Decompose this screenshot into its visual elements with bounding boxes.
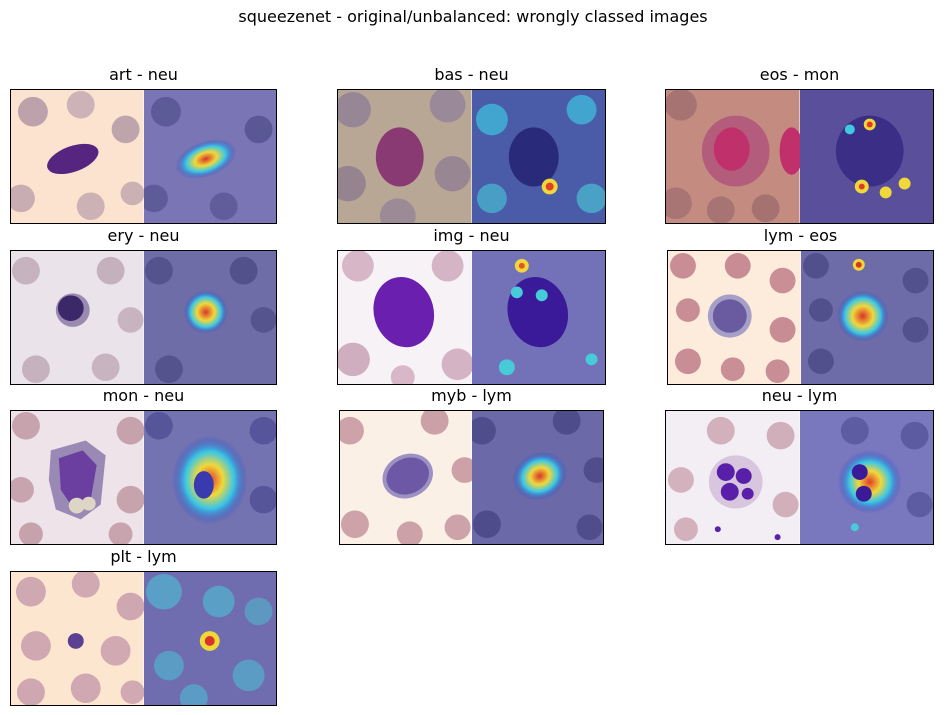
image-frame bbox=[337, 89, 606, 224]
original-image bbox=[340, 411, 472, 544]
panel-myb-lym: myb - lym bbox=[339, 386, 604, 546]
panel-title: lym - eos bbox=[763, 226, 838, 245]
heatmap-overlay-image bbox=[799, 90, 933, 223]
original-image bbox=[666, 90, 800, 223]
panel-title: img - neu bbox=[433, 226, 510, 245]
original-image bbox=[666, 411, 800, 544]
panel-title: mon - neu bbox=[102, 386, 185, 405]
panel-title: myb - lym bbox=[431, 386, 512, 405]
original-image bbox=[338, 90, 472, 223]
panel-title: neu - lym bbox=[761, 386, 838, 405]
panel-title: art - neu bbox=[109, 65, 178, 84]
panel-title: plt - lym bbox=[110, 547, 177, 566]
panel-ery-neu: ery - neu bbox=[10, 226, 277, 386]
original-image bbox=[11, 411, 144, 544]
panel-img-neu: img - neu bbox=[337, 226, 606, 386]
panel-art-neu: art - neu bbox=[10, 65, 277, 225]
panel-eos-mon: eos - mon bbox=[665, 65, 934, 225]
heatmap-overlay-image bbox=[143, 572, 276, 705]
heatmap-overlay-image bbox=[799, 411, 933, 544]
heatmap-overlay-image bbox=[143, 251, 276, 384]
image-frame bbox=[339, 410, 604, 545]
panel-bas-neu: bas - neu bbox=[337, 65, 606, 225]
original-image bbox=[11, 90, 144, 223]
original-image bbox=[11, 251, 144, 384]
panel-plt-lym: plt - lym bbox=[10, 547, 277, 707]
heatmap-overlay-image bbox=[143, 90, 276, 223]
heatmap-overlay-image bbox=[471, 90, 605, 223]
image-frame bbox=[10, 250, 277, 385]
heatmap-overlay-image bbox=[800, 251, 933, 384]
original-image bbox=[668, 251, 801, 384]
image-frame bbox=[337, 250, 606, 385]
image-frame bbox=[667, 250, 934, 385]
heatmap-overlay-image bbox=[143, 411, 276, 544]
panel-title: eos - mon bbox=[759, 65, 840, 84]
heatmap-overlay-image bbox=[471, 411, 603, 544]
figure-title: squeezenet - original/unbalanced: wrongl… bbox=[238, 7, 708, 26]
heatmap-overlay-image bbox=[471, 251, 605, 384]
panel-title: bas - neu bbox=[434, 65, 509, 84]
original-image bbox=[338, 251, 472, 384]
image-frame bbox=[10, 571, 277, 706]
image-frame bbox=[665, 410, 934, 545]
image-frame bbox=[665, 89, 934, 224]
image-frame bbox=[10, 89, 277, 224]
panel-lym-eos: lym - eos bbox=[667, 226, 934, 386]
panel-neu-lym: neu - lym bbox=[665, 386, 934, 546]
image-frame bbox=[10, 410, 277, 545]
panel-title: ery - neu bbox=[107, 226, 180, 245]
panel-mon-neu: mon - neu bbox=[10, 386, 277, 546]
original-image bbox=[11, 572, 144, 705]
